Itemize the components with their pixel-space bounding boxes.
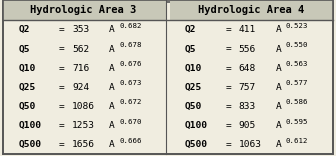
Text: =: = (59, 121, 65, 130)
Text: A: A (109, 83, 115, 92)
Text: 1086: 1086 (72, 102, 95, 111)
Text: A: A (109, 102, 115, 111)
Text: Q100: Q100 (185, 121, 208, 130)
Text: =: = (225, 121, 231, 130)
Text: 1656: 1656 (72, 140, 95, 149)
Text: 0.676: 0.676 (120, 61, 142, 67)
Text: =: = (59, 102, 65, 111)
Text: 0.670: 0.670 (120, 119, 142, 125)
Text: Q2: Q2 (185, 25, 196, 34)
Text: 0.586: 0.586 (286, 100, 308, 105)
Text: Q5: Q5 (18, 44, 30, 54)
Text: Hydrologic Area 4: Hydrologic Area 4 (198, 5, 304, 15)
Text: 0.682: 0.682 (120, 23, 142, 29)
Text: Q5: Q5 (185, 44, 196, 54)
Text: 716: 716 (72, 64, 89, 73)
FancyBboxPatch shape (3, 0, 166, 20)
Text: Q10: Q10 (18, 64, 36, 73)
Text: =: = (59, 25, 65, 34)
Text: =: = (225, 83, 231, 92)
Text: Hydrologic Area 3: Hydrologic Area 3 (30, 5, 136, 15)
Text: A: A (109, 64, 115, 73)
Text: 0.666: 0.666 (120, 138, 142, 144)
Text: 1253: 1253 (72, 121, 95, 130)
Text: =: = (59, 64, 65, 73)
Text: =: = (225, 64, 231, 73)
Text: 924: 924 (72, 83, 89, 92)
Text: 0.563: 0.563 (286, 61, 308, 67)
Text: 562: 562 (72, 44, 89, 54)
Text: A: A (109, 121, 115, 130)
Text: A: A (276, 121, 281, 130)
Text: Q25: Q25 (18, 83, 36, 92)
Text: 0.550: 0.550 (286, 42, 308, 48)
Text: =: = (59, 83, 65, 92)
Text: A: A (276, 44, 281, 54)
Text: 353: 353 (72, 25, 89, 34)
FancyBboxPatch shape (170, 0, 333, 20)
Text: 833: 833 (239, 102, 256, 111)
Text: =: = (59, 140, 65, 149)
Text: 0.577: 0.577 (286, 80, 308, 86)
Text: 905: 905 (239, 121, 256, 130)
Text: 411: 411 (239, 25, 256, 34)
Text: 0.678: 0.678 (120, 42, 142, 48)
Text: =: = (225, 140, 231, 149)
Text: Q500: Q500 (185, 140, 208, 149)
Text: A: A (109, 25, 115, 34)
Text: A: A (276, 83, 281, 92)
Text: =: = (225, 25, 231, 34)
Text: Q500: Q500 (18, 140, 41, 149)
Text: =: = (59, 44, 65, 54)
Text: =: = (225, 44, 231, 54)
Text: A: A (276, 64, 281, 73)
Text: A: A (109, 44, 115, 54)
Text: 757: 757 (239, 83, 256, 92)
Text: A: A (109, 140, 115, 149)
Text: 0.595: 0.595 (286, 119, 308, 125)
Text: 648: 648 (239, 64, 256, 73)
Text: 0.523: 0.523 (286, 23, 308, 29)
FancyBboxPatch shape (3, 2, 333, 154)
Text: 0.612: 0.612 (286, 138, 308, 144)
Text: 556: 556 (239, 44, 256, 54)
Text: A: A (276, 102, 281, 111)
Text: 0.672: 0.672 (120, 100, 142, 105)
Text: Q50: Q50 (185, 102, 202, 111)
Text: 1063: 1063 (239, 140, 261, 149)
Text: Q2: Q2 (18, 25, 30, 34)
Text: A: A (276, 25, 281, 34)
Text: Q100: Q100 (18, 121, 41, 130)
Text: A: A (276, 140, 281, 149)
Text: Q10: Q10 (185, 64, 202, 73)
Text: =: = (225, 102, 231, 111)
Text: Q25: Q25 (185, 83, 202, 92)
Text: 0.673: 0.673 (120, 80, 142, 86)
Text: Q50: Q50 (18, 102, 36, 111)
